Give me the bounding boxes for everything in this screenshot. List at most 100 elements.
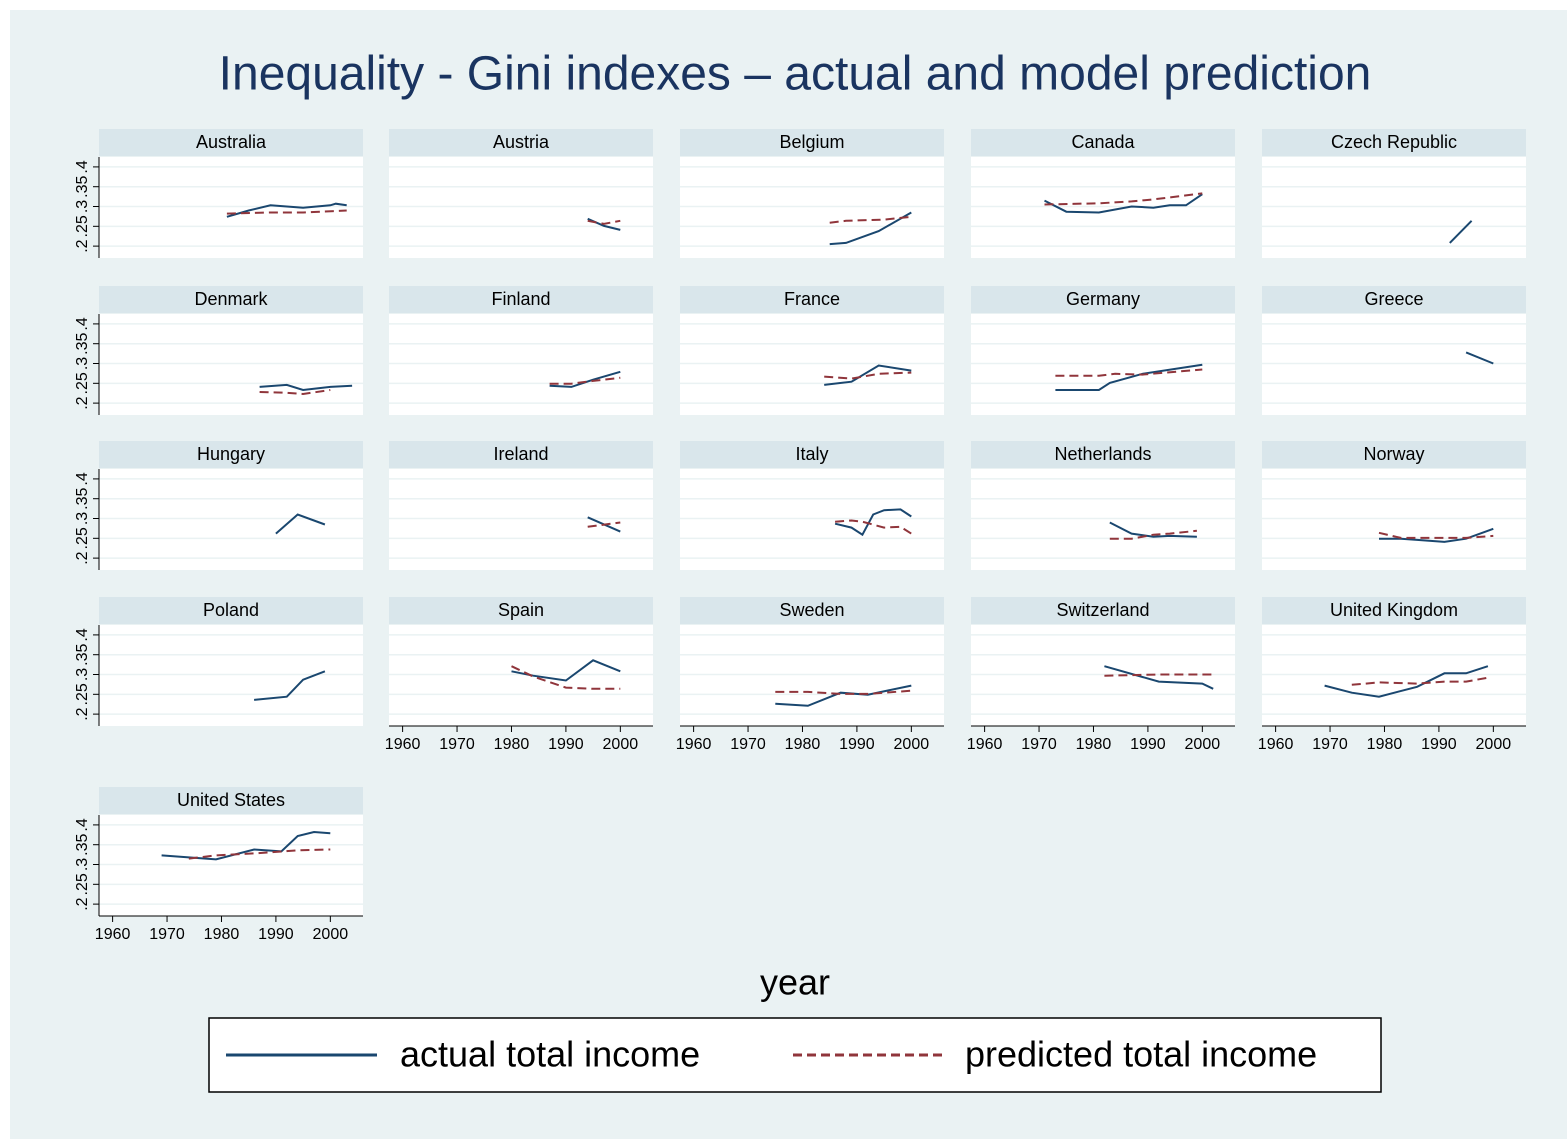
panel-title: Denmark [194, 289, 268, 309]
panel-title: Italy [795, 444, 828, 464]
x-tick-label: 1970 [730, 736, 766, 753]
data-line [829, 211, 912, 246]
x-tick-label: 1960 [676, 736, 712, 753]
x-tick-label: 2000 [313, 926, 349, 943]
y-tick-label: .2 [74, 897, 91, 910]
plot-area [99, 314, 363, 415]
panel-title: France [784, 289, 840, 309]
panel-title: Greece [1364, 289, 1423, 309]
plot-area [99, 157, 363, 258]
y-tick-label: .2 [74, 239, 91, 252]
plot-area [971, 469, 1235, 570]
y-tick-label: .2 [74, 707, 91, 720]
plot-area [680, 314, 944, 415]
panel-title: Spain [498, 600, 544, 620]
panel-header [971, 129, 1235, 156]
data-line [775, 689, 912, 695]
plot-area [680, 469, 944, 570]
y-tick-label: .4 [74, 472, 91, 485]
x-tick-label: 1970 [1312, 736, 1348, 753]
plot-area [99, 815, 363, 916]
plot-area [389, 157, 653, 258]
x-tick-label: 2000 [894, 736, 930, 753]
panel-title: Czech Republic [1331, 132, 1457, 152]
data-line [259, 389, 331, 396]
x-tick-label: 1990 [839, 736, 875, 753]
panel-header [680, 597, 944, 624]
x-tick-label: 1980 [1367, 736, 1403, 753]
panel-title: Netherlands [1054, 444, 1151, 464]
plot-area [389, 625, 653, 726]
y-tick-label: .25 [74, 683, 91, 705]
x-tick-label: 1960 [385, 736, 421, 753]
plot-area [1262, 469, 1526, 570]
data-line [775, 684, 912, 707]
plot-area [680, 625, 944, 726]
panel-title: Belgium [779, 132, 844, 152]
y-tick-label: .3 [74, 512, 91, 525]
data-line [259, 383, 353, 392]
panel-header [971, 441, 1235, 468]
panel-title: Hungary [197, 444, 265, 464]
panel-title: Austria [493, 132, 550, 152]
plot-area [389, 314, 653, 415]
plot-area [971, 157, 1235, 258]
panel-title: Norway [1363, 444, 1424, 464]
x-tick-label: 1990 [1421, 736, 1457, 753]
data-line [1044, 193, 1203, 214]
y-tick-label: .25 [74, 215, 91, 237]
x-tick-label: 2000 [603, 736, 639, 753]
x-tick-label: 1980 [204, 926, 240, 943]
panel-title: Poland [203, 600, 259, 620]
plot-area [1262, 314, 1526, 415]
y-tick-label: .35 [74, 643, 91, 665]
x-tick-label: 1990 [548, 736, 584, 753]
y-tick-label: .2 [74, 396, 91, 409]
data-line [275, 513, 326, 535]
data-line [1378, 531, 1494, 539]
y-tick-label: .4 [74, 317, 91, 330]
y-tick-label: .35 [74, 487, 91, 509]
x-tick-label: 1980 [1076, 736, 1112, 753]
x-tick-label: 1960 [967, 736, 1003, 753]
panel-title: United States [177, 790, 285, 810]
data-line [1055, 368, 1203, 377]
panel-header [971, 597, 1235, 624]
panel-header [99, 129, 363, 156]
panel-header [99, 597, 363, 624]
data-line [549, 376, 621, 385]
data-line [1324, 665, 1489, 698]
panel-header [1262, 129, 1526, 156]
plot-area [971, 314, 1235, 415]
data-line [824, 371, 912, 380]
plot-area [389, 469, 653, 570]
panel-header [680, 441, 944, 468]
panel-header [971, 286, 1235, 313]
x-tick-label: 1980 [494, 736, 530, 753]
data-line [587, 219, 621, 225]
data-line [1465, 351, 1494, 365]
x-tick-label: 1970 [1021, 736, 1057, 753]
plot-area [99, 625, 363, 726]
data-line [587, 521, 621, 528]
x-tick-label: 1960 [95, 926, 131, 943]
plot-area [1262, 625, 1526, 726]
panel-header [389, 129, 653, 156]
data-line [1104, 665, 1214, 690]
plot-area [1262, 157, 1526, 258]
panel-title: Ireland [493, 444, 548, 464]
x-tick-label: 1990 [1130, 736, 1166, 753]
data-line [1449, 220, 1473, 244]
y-tick-label: .3 [74, 858, 91, 871]
panel-header [1262, 441, 1526, 468]
y-tick-label: .2 [74, 551, 91, 564]
y-tick-label: .3 [74, 200, 91, 213]
panel-title: Canada [1071, 132, 1135, 152]
y-tick-label: .25 [74, 873, 91, 895]
data-line [1109, 529, 1198, 540]
y-tick-label: .4 [74, 818, 91, 831]
panel-header [680, 286, 944, 313]
data-line [1109, 521, 1197, 538]
y-tick-label: .35 [74, 833, 91, 855]
x-tick-label: 1960 [1258, 736, 1294, 753]
